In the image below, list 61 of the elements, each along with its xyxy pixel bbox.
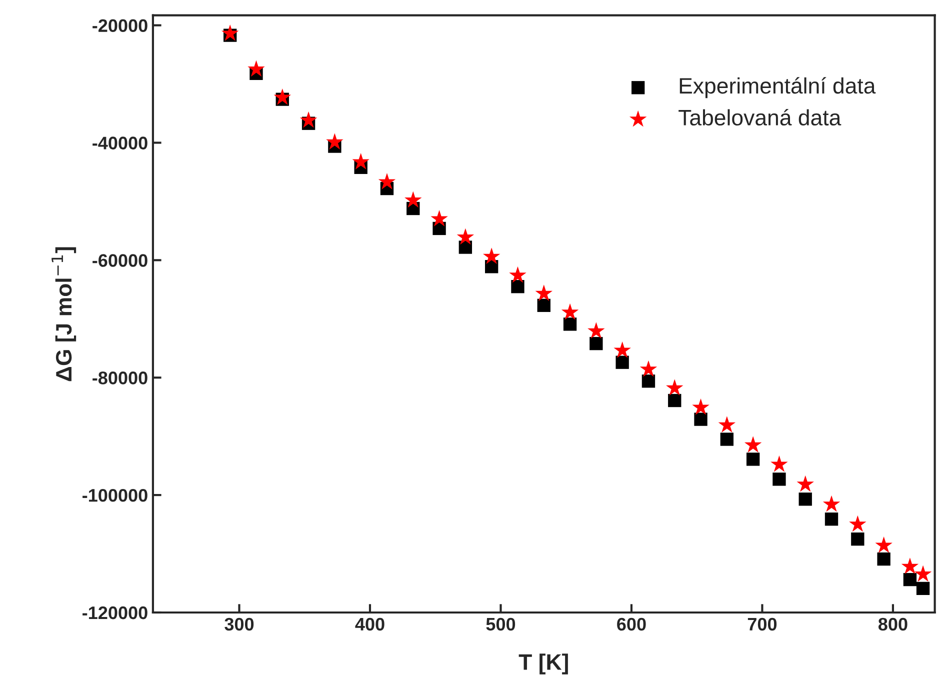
legend-label: Tabelovaná data — [678, 108, 842, 126]
point — [640, 360, 658, 377]
point — [877, 552, 890, 566]
point — [916, 582, 930, 595]
point — [692, 398, 710, 415]
point — [694, 412, 708, 426]
point — [798, 492, 812, 506]
point — [590, 336, 603, 350]
point — [537, 298, 550, 312]
y-axis-title: ΔG [J mol$^{−1}$] — [52, 247, 76, 382]
point — [248, 60, 265, 77]
point — [796, 475, 814, 492]
point — [511, 280, 524, 294]
point — [482, 248, 500, 264]
x-tick-label: 800 — [878, 618, 908, 631]
point — [770, 455, 788, 472]
y-tick-label: -100000 — [82, 488, 148, 502]
point — [744, 436, 762, 452]
y-tick-label: -80000 — [92, 372, 148, 384]
y-tick-label: -120000 — [82, 606, 148, 620]
y-tick-label: -20000 — [92, 19, 148, 32]
x-tick-label: 600 — [617, 618, 646, 631]
point — [614, 342, 631, 358]
y-tick-label: -60000 — [92, 254, 148, 267]
point — [849, 515, 866, 532]
x-tick-label: 500 — [486, 618, 516, 631]
point — [718, 416, 736, 432]
point — [666, 379, 684, 396]
point — [875, 536, 892, 553]
point — [430, 210, 448, 226]
point — [509, 266, 526, 283]
point — [851, 532, 864, 546]
point — [274, 88, 291, 105]
point — [822, 495, 840, 512]
point — [326, 133, 344, 150]
point — [914, 565, 932, 582]
point — [352, 153, 370, 170]
y-tick-label: -40000 — [92, 136, 148, 150]
point — [616, 356, 629, 369]
point — [404, 191, 422, 208]
x-tick-label: 400 — [355, 618, 384, 631]
point — [720, 432, 734, 446]
x-tick-label: 300 — [224, 618, 254, 631]
legend-label: Experimentální data — [680, 77, 876, 98]
point — [561, 303, 579, 320]
point — [746, 452, 760, 466]
point — [456, 228, 474, 245]
x-tick-label: 700 — [748, 618, 777, 631]
point — [901, 558, 919, 574]
point — [668, 394, 682, 408]
point — [221, 24, 239, 41]
point — [824, 512, 838, 526]
point — [535, 284, 552, 301]
point — [378, 173, 396, 190]
point — [563, 318, 577, 331]
point — [642, 374, 656, 388]
point — [772, 472, 786, 486]
point — [903, 573, 917, 586]
point — [588, 322, 605, 339]
x-axis-title: T [K] — [518, 654, 568, 674]
point — [300, 111, 318, 128]
